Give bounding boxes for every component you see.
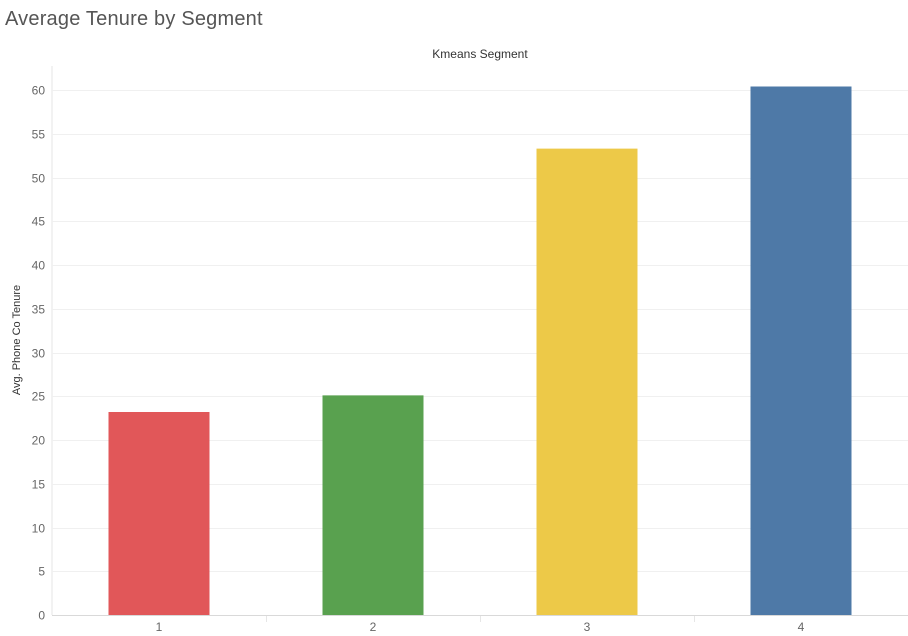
y-tick-label: 50 bbox=[32, 172, 46, 186]
x-tick-label: 4 bbox=[798, 620, 805, 634]
y-tick-label: 10 bbox=[32, 522, 46, 536]
y-tick-label: 20 bbox=[32, 434, 46, 448]
x-tick-label: 1 bbox=[156, 620, 163, 634]
y-tick-label: 60 bbox=[32, 84, 46, 98]
chart-title: Average Tenure by Segment bbox=[5, 8, 263, 30]
bar[interactable] bbox=[322, 395, 424, 615]
x-tick-label: 3 bbox=[584, 620, 591, 634]
bar[interactable] bbox=[536, 148, 638, 615]
bar[interactable] bbox=[750, 86, 852, 616]
x-axis-ticks: 1 2 3 4 bbox=[156, 616, 805, 634]
y-tick-label: 15 bbox=[32, 478, 46, 492]
bars bbox=[108, 86, 852, 616]
y-tick-label: 0 bbox=[38, 609, 45, 623]
y-tick-label: 25 bbox=[32, 390, 46, 404]
x-tick-label: 2 bbox=[370, 620, 377, 634]
y-tick-label: 55 bbox=[32, 128, 46, 142]
y-tick-label: 30 bbox=[32, 347, 46, 361]
y-tick-label: 5 bbox=[38, 565, 45, 579]
column-header: Kmeans Segment bbox=[432, 47, 528, 61]
y-tick-label: 45 bbox=[32, 215, 46, 229]
bar[interactable] bbox=[108, 412, 210, 615]
y-tick-label: 35 bbox=[32, 303, 46, 317]
y-tick-label: 40 bbox=[32, 259, 46, 273]
y-axis-ticks: 0 5 10 15 20 25 30 35 40 45 50 55 60 bbox=[32, 84, 46, 623]
